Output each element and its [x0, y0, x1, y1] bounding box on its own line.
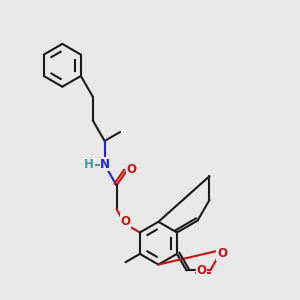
Text: O: O	[196, 264, 206, 277]
Text: O: O	[121, 215, 131, 228]
Text: H: H	[84, 158, 94, 171]
Text: N: N	[100, 158, 110, 171]
Text: O: O	[127, 163, 137, 176]
Text: O: O	[217, 247, 227, 260]
